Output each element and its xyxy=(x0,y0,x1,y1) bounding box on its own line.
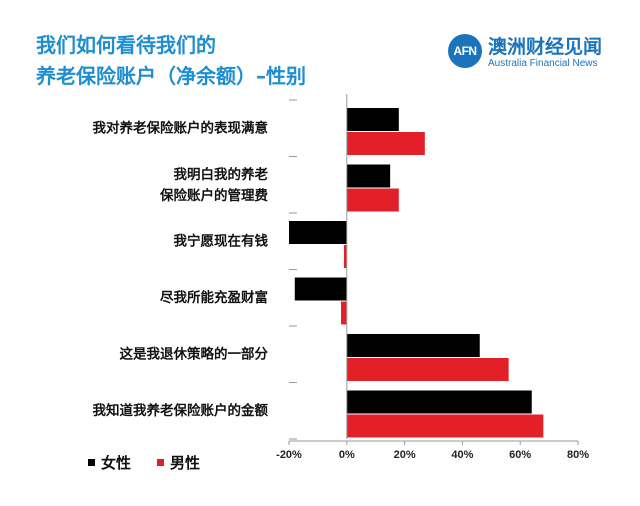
bar-male xyxy=(341,301,347,325)
x-tick-label: 80% xyxy=(567,449,589,461)
bar-male xyxy=(346,414,544,438)
bar-male xyxy=(346,358,509,381)
category-label: 我对养老保险账户的表现满意 xyxy=(93,119,269,136)
afn-logo-icon: AFN xyxy=(448,34,482,68)
category-label: 我宁愿现在有钱 xyxy=(174,232,269,249)
x-tick-label: 20% xyxy=(394,449,416,461)
legend-swatch-male xyxy=(157,459,165,466)
chart-legend: 女性 男性 xyxy=(88,452,200,473)
legend-label-female: 女性 xyxy=(101,454,132,472)
bar-female xyxy=(346,334,480,357)
x-tick-label: -20% xyxy=(276,449,302,461)
bar-male xyxy=(346,132,425,155)
chart-title: 我们如何看待我们的 养老保险账户（净余额）–性别 xyxy=(36,30,306,92)
x-tick-label: 60% xyxy=(509,449,531,461)
bar-female xyxy=(289,221,347,244)
legend-label-male: 男性 xyxy=(170,454,201,472)
legend-item-male: 男性 xyxy=(157,452,200,473)
chart-title-line-2: 养老保险账户（净余额）–性别 xyxy=(36,64,306,88)
x-tick-label: 40% xyxy=(451,449,473,461)
category-label: 尽我所能充盈财富 xyxy=(160,289,268,306)
bar-female xyxy=(346,164,391,188)
category-label: 这是我退休策略的一部分 xyxy=(120,345,269,362)
bar-male xyxy=(346,188,399,212)
x-tick-label: 0% xyxy=(339,449,355,461)
category-label: 我知道我养老保险账户的金额 xyxy=(93,402,269,419)
bar-female xyxy=(346,390,532,414)
bar-female xyxy=(346,108,399,131)
brand-name-en: Australia Financial News xyxy=(488,58,598,69)
brand-name-cn: 澳洲财经见闻 xyxy=(488,36,603,58)
bar-female xyxy=(294,277,347,301)
legend-item-female: 女性 xyxy=(88,452,131,473)
bar-male xyxy=(343,245,347,268)
chart-title-line-1: 我们如何看待我们的 xyxy=(36,33,216,57)
category-label: 我明白我的养老保险账户的管理费 xyxy=(159,166,268,204)
legend-swatch-female xyxy=(88,459,95,466)
